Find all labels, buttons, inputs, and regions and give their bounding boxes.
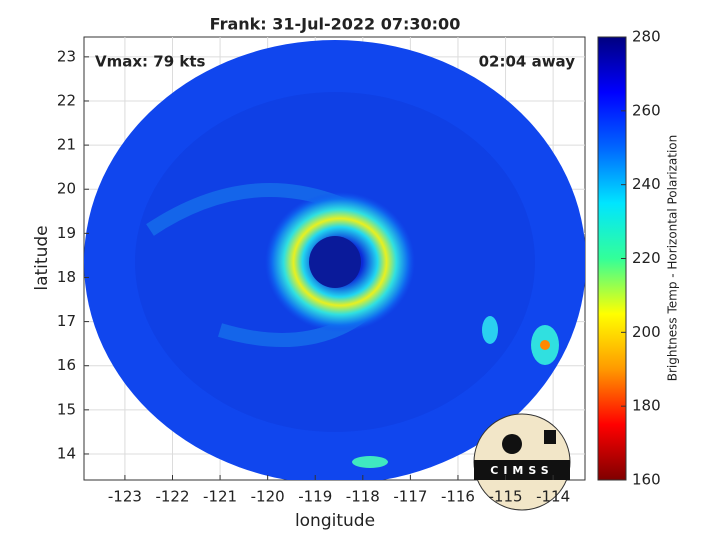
y-tick-label: 16: [57, 356, 76, 374]
y-tick-label: 21: [57, 136, 76, 154]
colorbar-tick-label: 160: [632, 471, 661, 489]
y-tick-label: 15: [57, 400, 76, 418]
x-tick-label: -115: [489, 488, 523, 506]
colorbar-tick-label: 280: [632, 28, 661, 46]
y-tick-label: 20: [57, 180, 76, 198]
colorbar-tick-label: 240: [632, 175, 661, 193]
x-tick-label: -123: [108, 488, 142, 506]
y-axis-label: latitude: [32, 225, 52, 290]
colorbar-tick-label: 200: [632, 323, 661, 341]
x-tick-label: -117: [393, 488, 427, 506]
y-tick-label: 19: [57, 224, 76, 242]
x-tick-label: -114: [536, 488, 570, 506]
x-tick-label: -119: [298, 488, 332, 506]
colorbar-tick-label: 180: [632, 397, 661, 415]
colorbar-tick-label: 260: [632, 101, 661, 119]
x-tick-label: -118: [346, 488, 380, 506]
y-tick-label: 22: [57, 91, 76, 109]
x-tick-label: -116: [441, 488, 475, 506]
colorbar-label: Brightness Temp - Horizontal Polarizatio…: [666, 135, 680, 382]
time-away-label: 02:04 away: [479, 53, 576, 71]
y-tick-label: 17: [57, 312, 76, 330]
x-axis-label: longitude: [295, 511, 375, 531]
x-tick-label: -121: [203, 488, 237, 506]
y-tick-label: 14: [57, 444, 76, 462]
y-tick-label: 18: [57, 268, 76, 286]
logo-text: CIMSS: [490, 464, 553, 477]
y-tick-label: 23: [57, 47, 76, 65]
x-tick-label: -122: [155, 488, 189, 506]
satellite-image: [84, 40, 585, 480]
x-tick-label: -120: [251, 488, 285, 506]
title: Frank: 31-Jul-2022 07:30:00: [210, 15, 461, 34]
vmax-label: Vmax: 79 kts: [95, 53, 205, 71]
logo: CIMSS: [473, 413, 571, 511]
colorbar-tick-label: 220: [632, 249, 661, 267]
